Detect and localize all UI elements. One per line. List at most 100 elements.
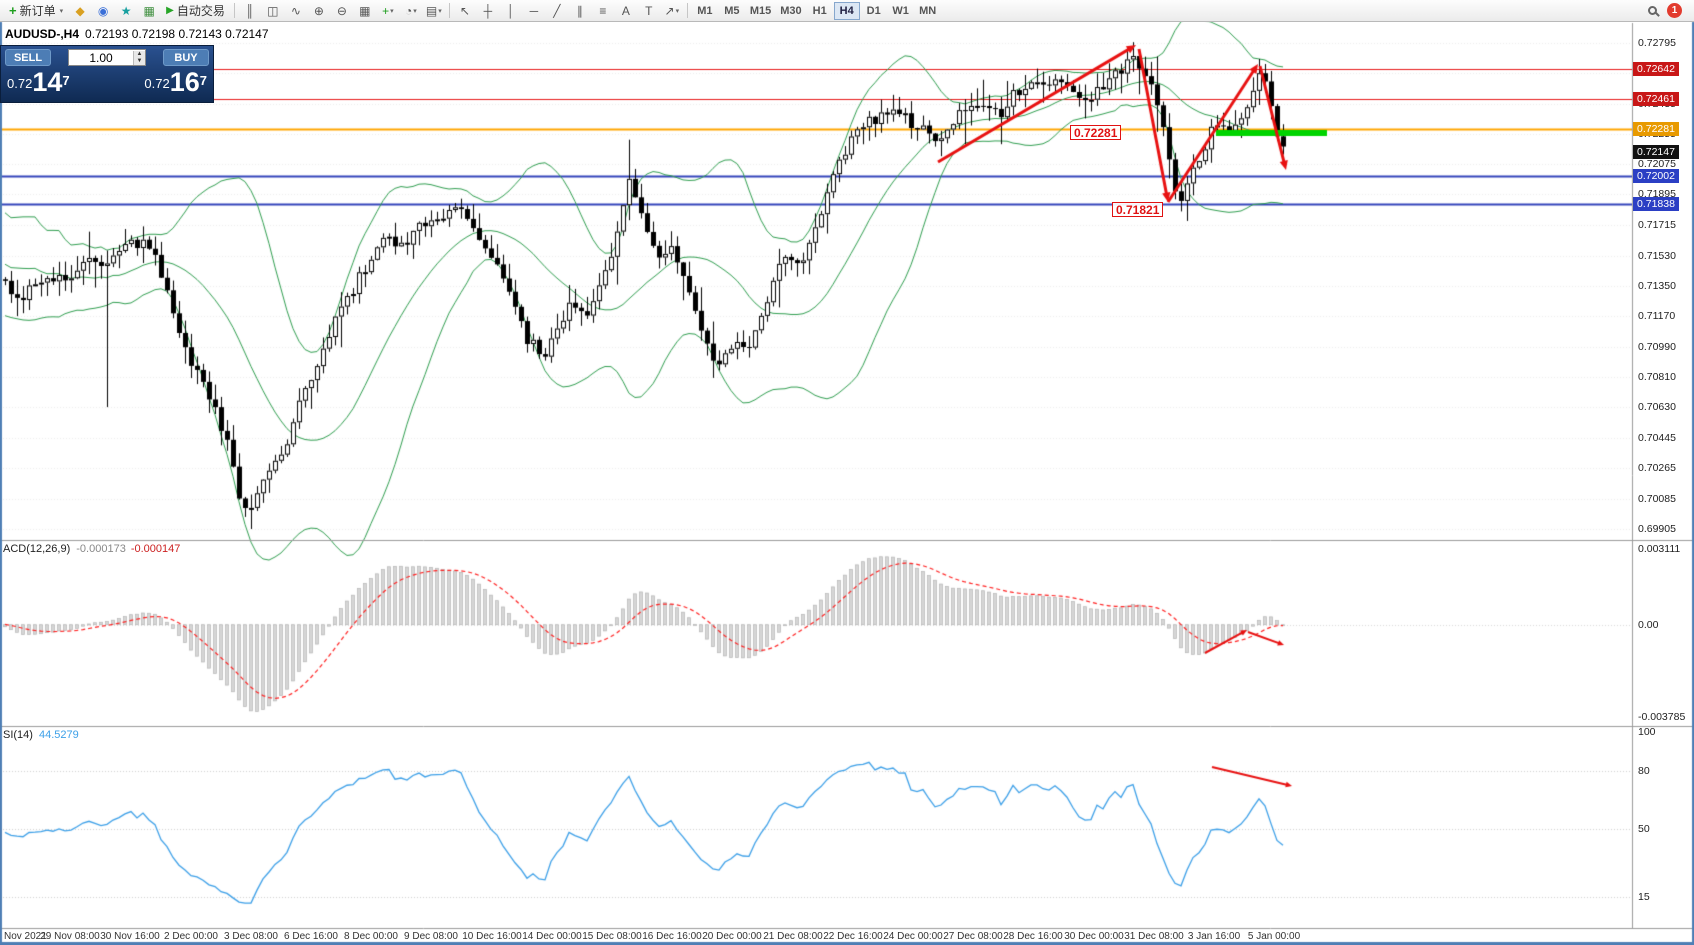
price-axis-label: 0.70445 [1638,432,1676,444]
time-axis-label: 15 Dec 08:00 [582,931,642,942]
current-price-tag[interactable]: 0.72147 [1633,145,1679,159]
chevron-down-icon: ▾ [438,7,442,15]
timeframe-m30-button[interactable]: M30 [776,2,805,20]
support-line-tag[interactable]: 0.71838 [1633,197,1679,211]
arrows-icon[interactable]: ↗ ▾ [661,1,683,21]
buy-price-big: 16 [169,67,200,97]
volume-increase-button[interactable]: ▲ [134,50,145,58]
timeframe-m15-button[interactable]: M15 [746,2,775,20]
zoom-in-icon[interactable]: ⊕ [308,1,330,21]
timeframe-m1-button[interactable]: M1 [692,2,718,20]
toolbar-separator [686,3,688,18]
price-axis-label: 0.71715 [1638,219,1676,231]
market-watch-icon[interactable]: ◆ [69,1,91,21]
periods-icon[interactable]: ◔ ▾ [400,1,422,21]
new-order-label: 新订单 [19,4,56,18]
time-axis-label: 3 Jan 16:00 [1187,931,1241,942]
time-axis-label: 31 Dec 08:00 [1124,931,1184,942]
candlestick-chart-icon[interactable]: ◫ [262,1,284,21]
chevron-down-icon: ▾ [390,7,394,15]
resistance-line-tag[interactable]: 0.72642 [1633,62,1679,76]
new-order-button[interactable]: + 新订单 ▾ [4,1,68,21]
periods-icon: ◔ [404,3,413,18]
timeframe-w1-button[interactable]: W1 [888,2,914,20]
sell-price-prefix: 0.72 [7,76,33,91]
timeframe-mn-button[interactable]: MN [915,2,941,20]
price-axis-label: 0.70990 [1638,341,1676,353]
time-axis-label: 30 Nov 16:00 [100,931,160,942]
trade-panel-prices-row: 0.72 14 7 0.72 16 7 [1,66,213,97]
rsi-axis-label: 80 [1638,765,1650,777]
price-axis-label: 0.69905 [1638,523,1676,535]
drawing-tools-group: ↖ ┼ │ ─ ╱ ∥ ≡ A T ↗ ▾ [454,1,683,21]
resistance-line-tag[interactable]: 0.72461 [1633,92,1679,106]
search-icon[interactable] [1648,6,1657,15]
volume-decrease-button[interactable]: ▼ [134,57,145,65]
sell-price-big: 14 [32,67,63,97]
timeframe-m5-button[interactable]: M5 [719,2,745,20]
time-axis-label: 16 Dec 16:00 [642,931,702,942]
zoom-out-icon[interactable]: ⊖ [331,1,353,21]
crosshair-icon: ┼ [483,3,493,18]
text-icon[interactable]: A [615,1,637,21]
candlestick-chart-icon: ◫ [267,3,279,18]
macd-axis-max: 0.003111 [1638,543,1681,555]
chevron-down-icon: ▾ [675,7,680,15]
cursor-icon[interactable]: ↖ [454,1,476,21]
auto-trading-label: 自动交易 [176,4,225,18]
price-axis-label: 0.70630 [1638,401,1676,413]
volume-field[interactable]: 1.00 ▲ ▼ [68,49,146,66]
vertical-line-icon[interactable]: │ [500,1,522,21]
symbol-period-label: AUDUSD-,H4 [5,27,80,41]
horizontal-line-icon: ─ [529,3,539,18]
terminal-icon[interactable]: ▦ [138,1,160,21]
arrows-icon: ↗ [664,3,675,18]
time-axis-label: 20 Dec 00:00 [702,931,762,942]
fibonacci-icon[interactable]: ≡ [592,1,614,21]
price-callout[interactable]: 0.71821 [1112,202,1164,217]
bar-chart-icon[interactable]: ║ [239,1,261,21]
orange-line-tag[interactable]: 0.72281 [1633,122,1679,136]
bar-chart-icon: ║ [245,3,255,18]
tile-windows-icon: ▦ [359,3,371,18]
indicators-icon[interactable]: + ▾ [377,1,399,21]
navigator-icon[interactable]: ★ [115,1,137,21]
support-line-tag[interactable]: 0.72002 [1633,169,1679,183]
chart-tools-group: ║ ◫ ∿ ⊕ ⊖ ▦ + ▾ ◔ ▾ ▤ ▾ [239,1,445,21]
channel-icon[interactable]: ∥ [569,1,591,21]
macd-axis-min: -0.003785 [1638,711,1686,723]
trade-panel-top-row: SELL 1.00 ▲ ▼ BUY [1,46,213,66]
chevron-down-icon: ▾ [413,7,417,15]
price-axis-label: 0.71170 [1638,310,1676,322]
notification-badge[interactable]: 1 [1667,3,1682,18]
templates-icon[interactable]: ▤ ▾ [423,1,445,21]
time-axis-label: 29 Nov 08:00 [40,931,100,942]
timeframe-h4-button[interactable]: H4 [833,1,860,20]
tile-windows-icon[interactable]: ▦ [354,1,376,21]
timeframe-h1-button[interactable]: H1 [807,2,833,20]
volume-value[interactable]: 1.00 [89,50,113,65]
chart-header: AUDUSD-,H4 0.72193 0.72198 0.72143 0.7214… [5,27,269,41]
buy-button[interactable]: BUY [163,49,209,66]
price-callout[interactable]: 0.72281 [1070,125,1122,140]
auto-trading-icon: ▶ [166,5,174,16]
line-chart-icon[interactable]: ∿ [285,1,307,21]
sell-button[interactable]: SELL [5,49,51,66]
timeframe-d1-button[interactable]: D1 [861,2,887,20]
toolbar-separator [233,3,235,18]
auto-trading-button[interactable]: ▶ 自动交易 [161,1,230,21]
trendline-icon: ╱ [553,3,561,18]
trendline-icon[interactable]: ╱ [546,1,568,21]
crosshair-icon[interactable]: ┼ [477,1,499,21]
data-window-icon[interactable]: ◉ [92,1,114,21]
sell-price[interactable]: 0.72 14 7 [7,67,70,97]
buy-price[interactable]: 0.72 16 7 [144,67,207,97]
label-icon[interactable]: T [638,1,660,21]
horizontal-line-icon[interactable]: ─ [523,1,545,21]
time-axis-label: 2 Dec 00:00 [164,931,218,942]
price-axis-label: 0.70085 [1638,493,1676,505]
time-axis-label: 6 Dec 16:00 [284,931,338,942]
